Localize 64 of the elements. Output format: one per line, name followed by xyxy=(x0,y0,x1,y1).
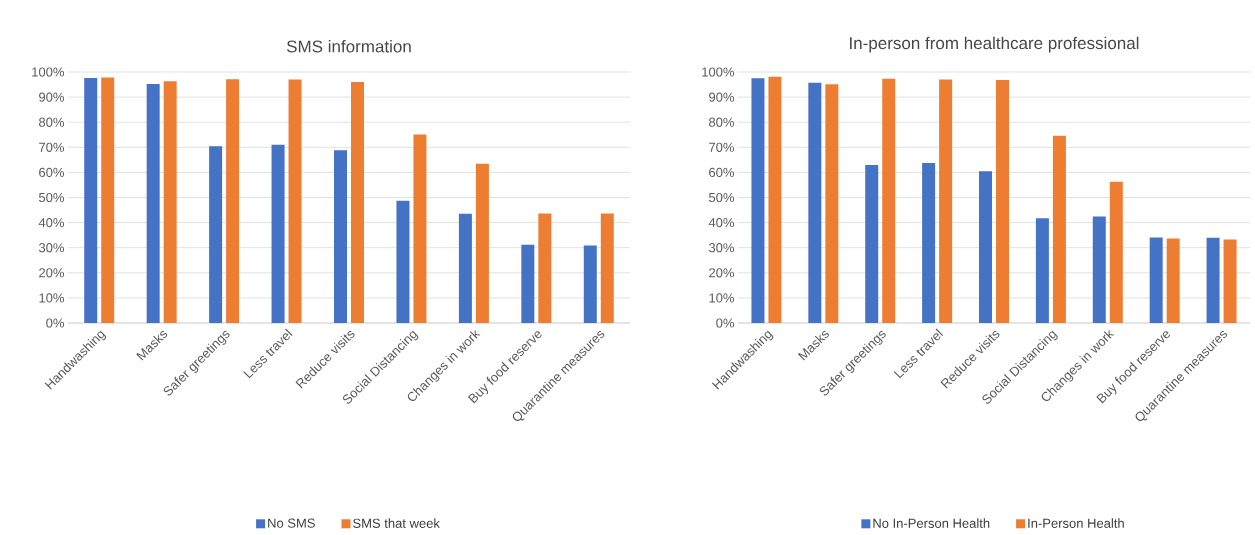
y-tick-label: 70% xyxy=(709,142,735,152)
y-tick-label: 0% xyxy=(46,318,65,328)
bar xyxy=(600,213,614,323)
bar xyxy=(413,134,427,323)
bar xyxy=(1206,237,1220,323)
legend-label: No In-Person Health xyxy=(873,518,990,528)
bar xyxy=(288,79,302,323)
bar xyxy=(101,77,115,323)
y-tick-label: 60% xyxy=(709,167,735,177)
bar xyxy=(458,213,472,323)
bar xyxy=(583,245,597,323)
y-tick-label: 20% xyxy=(709,268,735,278)
y-tick-label: 80% xyxy=(39,117,65,127)
y-tick-label: 50% xyxy=(38,192,65,203)
bar xyxy=(84,78,98,323)
y-tick-label: 40% xyxy=(708,218,735,228)
bar xyxy=(1223,239,1237,323)
bar xyxy=(163,81,177,323)
bar xyxy=(226,79,240,323)
bar xyxy=(882,78,896,323)
legend-label: SMS that week xyxy=(353,518,440,528)
y-tick-label: 90% xyxy=(39,92,65,102)
y-tick-label: 80% xyxy=(709,117,735,127)
chart-title: In-person from healthcare professional xyxy=(850,36,1139,53)
y-tick-label: 20% xyxy=(39,268,65,278)
y-tick-label: 100% xyxy=(702,67,735,77)
bar xyxy=(939,79,953,323)
y-tick-label: 0% xyxy=(716,318,735,328)
bar xyxy=(865,165,879,323)
bar xyxy=(521,244,535,323)
bar xyxy=(808,82,822,323)
bar xyxy=(396,200,410,323)
y-tick-label: 90% xyxy=(709,92,735,102)
y-tick-label: 30% xyxy=(38,243,65,253)
y-tick-label: 40% xyxy=(38,218,65,228)
bar xyxy=(538,213,552,323)
y-tick-label: 70% xyxy=(39,142,65,152)
bar xyxy=(1092,216,1106,323)
bar xyxy=(768,76,782,323)
bar xyxy=(271,144,285,323)
bar xyxy=(922,163,936,323)
y-tick-label: 50% xyxy=(708,192,735,203)
bar xyxy=(1052,135,1066,323)
bar xyxy=(209,146,223,323)
legend-label: No SMS xyxy=(268,518,315,528)
y-tick-label: 60% xyxy=(39,167,65,177)
bar xyxy=(475,163,489,323)
bar xyxy=(146,84,160,323)
bar xyxy=(751,78,765,323)
bar xyxy=(825,84,839,323)
bar xyxy=(1109,181,1123,323)
bar xyxy=(996,80,1010,323)
bar xyxy=(1166,238,1180,323)
legend-label: In-Person Health xyxy=(1028,518,1124,528)
y-tick-label: 100% xyxy=(32,67,65,77)
bar xyxy=(1149,237,1163,323)
y-tick-label: 30% xyxy=(708,243,735,253)
y-tick-label: 10% xyxy=(39,293,65,303)
bar xyxy=(351,82,364,323)
bar xyxy=(334,150,347,323)
bar xyxy=(1035,218,1049,323)
bar xyxy=(979,171,993,323)
y-tick-label: 10% xyxy=(709,293,735,303)
chart-title: SMS information xyxy=(286,40,411,53)
